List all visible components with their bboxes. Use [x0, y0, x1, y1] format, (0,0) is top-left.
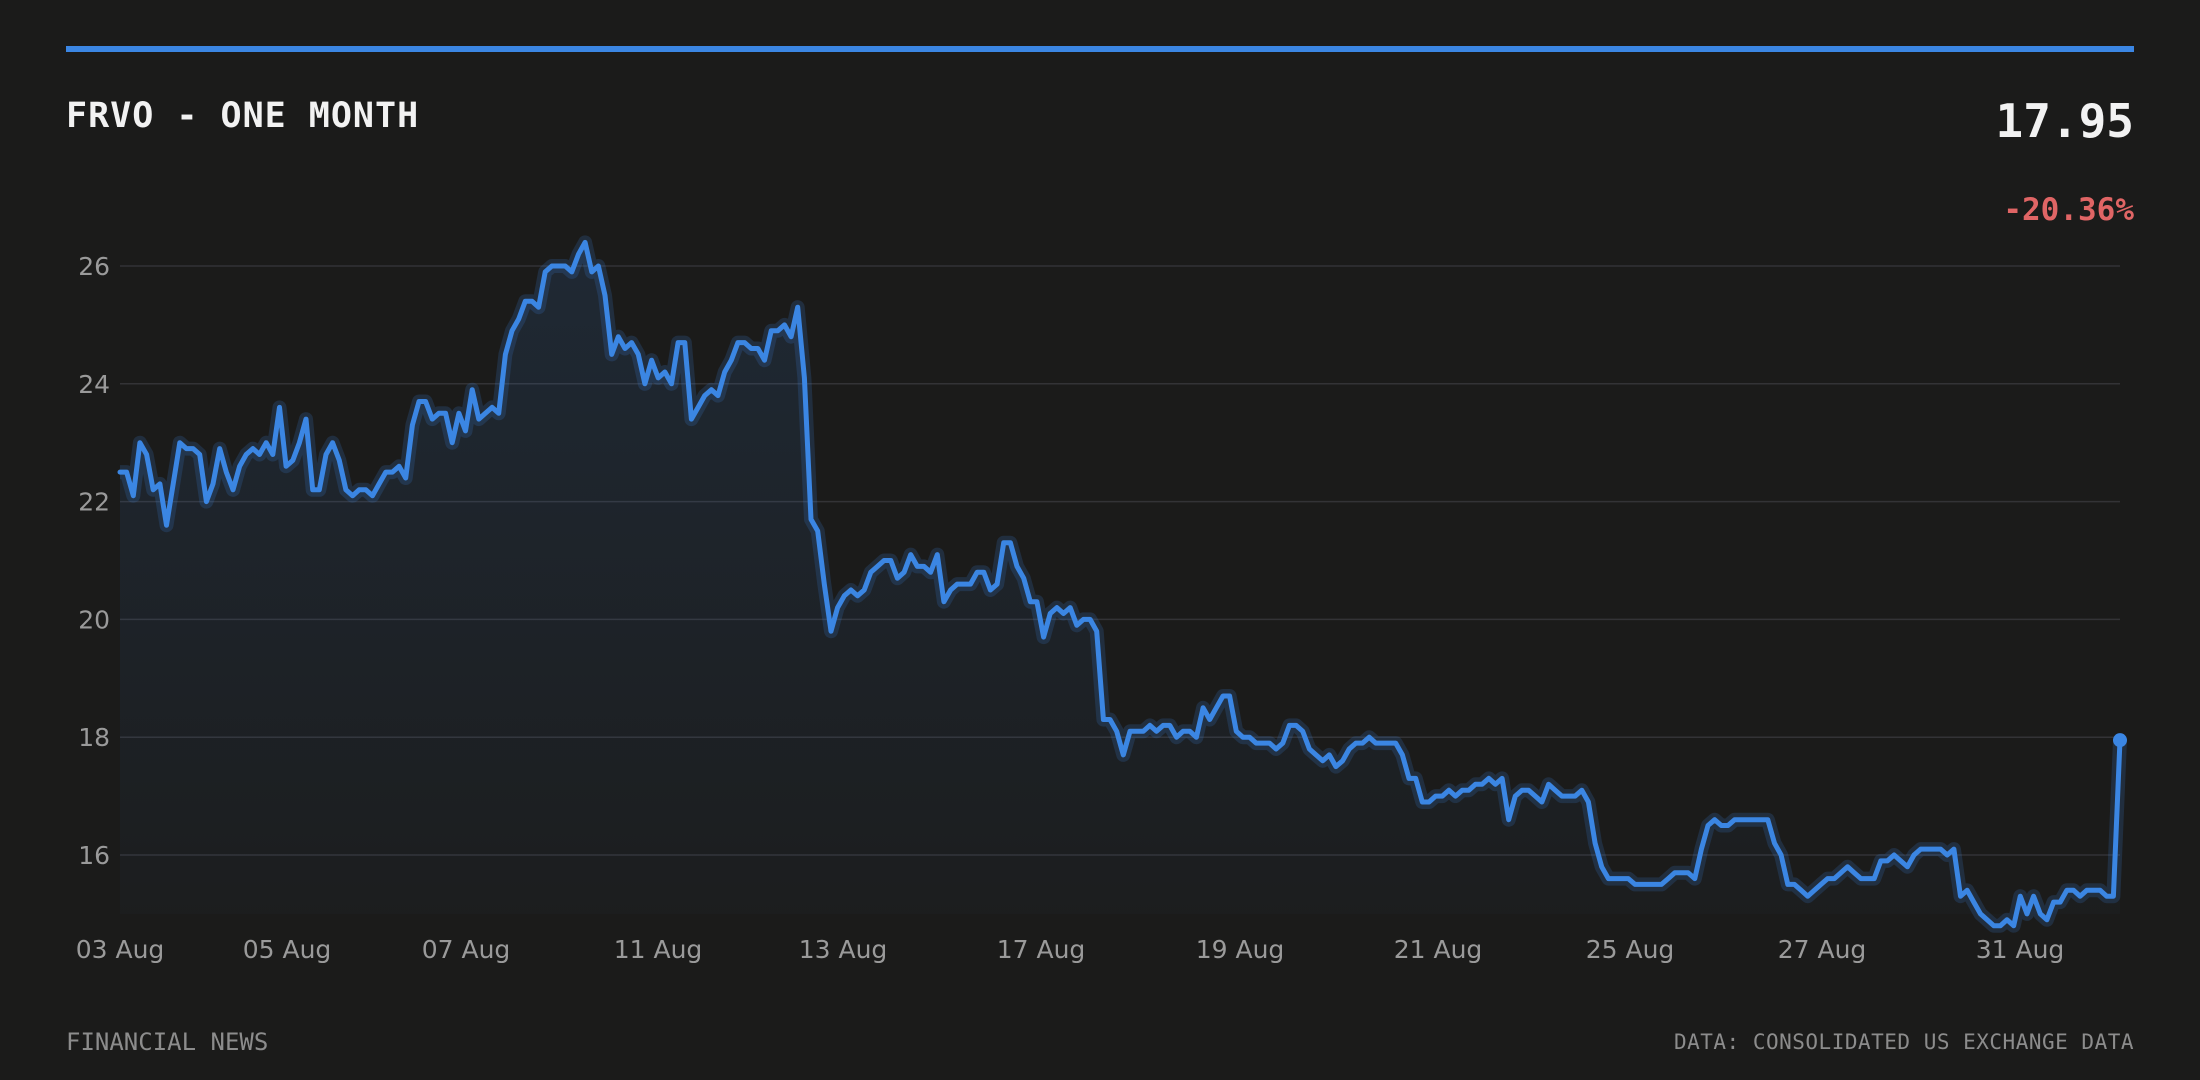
x-tick-label: 03 Aug	[76, 935, 165, 964]
x-tick-label: 27 Aug	[1778, 935, 1867, 964]
y-tick-label: 22	[78, 488, 110, 517]
last-price: 17.95	[1995, 94, 2134, 148]
x-tick-label: 05 Aug	[243, 935, 332, 964]
chart-title: FRVO - ONE MONTH	[66, 96, 420, 136]
y-axis-ticks: 16 18 20 22 24 26	[78, 252, 110, 870]
series-area	[120, 242, 2120, 926]
y-tick-label: 26	[78, 252, 110, 281]
header-accent-rule	[66, 46, 2134, 52]
x-tick-label: 07 Aug	[422, 935, 511, 964]
series-price	[117, 235, 2127, 933]
y-tick-label: 18	[78, 723, 110, 752]
footer-source-left: FINANCIAL NEWS	[66, 1028, 269, 1056]
x-tick-label: 31 Aug	[1976, 935, 2065, 964]
price-change: -20.36%	[2003, 192, 2134, 228]
y-tick-label: 16	[78, 841, 110, 870]
last-point-marker	[2113, 733, 2127, 748]
x-tick-label: 17 Aug	[997, 935, 1086, 964]
x-tick-label: 25 Aug	[1586, 935, 1675, 964]
x-tick-label: 13 Aug	[799, 935, 888, 964]
x-tick-label: 21 Aug	[1394, 935, 1483, 964]
y-tick-label: 24	[78, 370, 110, 399]
x-axis-ticks: 03 Aug 05 Aug 07 Aug 11 Aug 13 Aug 17 Aug 19 A…	[76, 935, 2065, 964]
series-line	[117, 239, 2123, 929]
x-tick-label: 19 Aug	[1196, 935, 1285, 964]
y-tick-label: 20	[78, 605, 110, 634]
price-chart: 16 18 20 22 24 26 03 Aug 05 Aug 07 Aug 11 Aug 13 …	[76, 235, 2127, 964]
x-tick-label: 11 Aug	[614, 935, 703, 964]
footer-source-right: DATA: CONSOLIDATED US EXCHANGE DATA	[1673, 1030, 2134, 1054]
